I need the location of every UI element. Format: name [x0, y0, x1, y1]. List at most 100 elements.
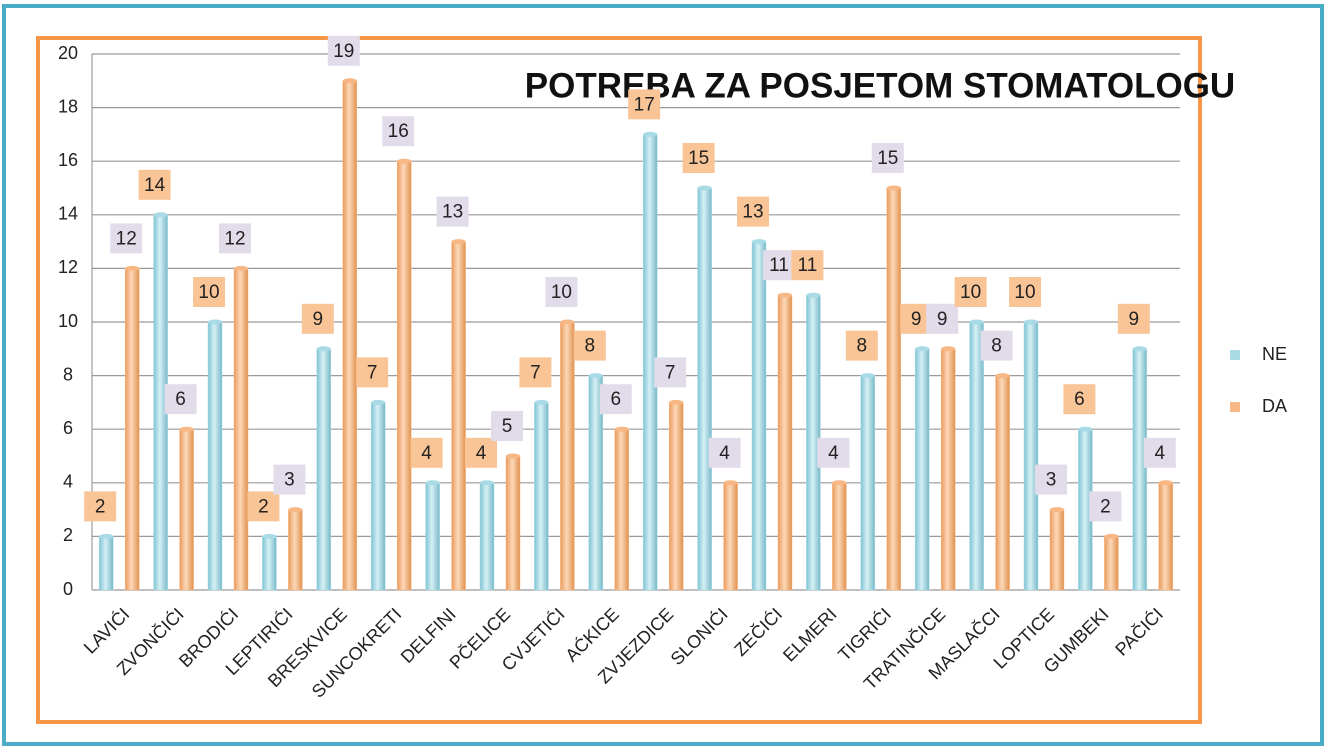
data-label-box [138, 169, 171, 200]
data-label-box [871, 143, 904, 173]
y-tick-label: 18 [58, 96, 78, 116]
data-label-box [1063, 384, 1096, 415]
data-label-box [219, 223, 251, 254]
bar [1104, 536, 1119, 591]
bar [1158, 482, 1174, 591]
data-label-box [682, 143, 715, 173]
y-tick-label: 16 [58, 150, 78, 170]
data-label-box [465, 437, 497, 468]
bar-top [588, 373, 603, 379]
bar [288, 509, 303, 591]
bar-top [941, 346, 956, 352]
bar-top [723, 480, 738, 486]
data-label-box [708, 437, 741, 468]
data-label-box [737, 196, 769, 227]
chart-frame [36, 36, 1202, 724]
data-label: 16 [388, 121, 409, 142]
data-label: 4 [1155, 443, 1166, 464]
bar-top [614, 426, 629, 432]
data-label: 3 [1046, 470, 1057, 491]
bar-top [208, 319, 222, 325]
bar [233, 268, 249, 591]
bar-top [342, 78, 357, 84]
bar [262, 536, 277, 591]
y-tick-label: 12 [58, 257, 78, 277]
bar [697, 187, 712, 591]
data-label-box [980, 330, 1013, 361]
y-tick-label: 2 [63, 525, 73, 545]
bar [969, 321, 984, 591]
data-label: 8 [857, 336, 868, 357]
data-label: 3 [284, 470, 295, 491]
bar-top [397, 158, 412, 164]
data-label-box [628, 89, 661, 120]
data-label-box [519, 357, 552, 388]
y-tick-label: 0 [63, 579, 73, 599]
bar [832, 482, 847, 591]
bar [723, 482, 738, 591]
bar [1132, 348, 1148, 591]
data-label: 13 [742, 202, 763, 223]
bar-top [697, 185, 712, 191]
bar [207, 321, 223, 591]
data-label-box [327, 35, 360, 66]
data-label-box [954, 277, 987, 307]
bar [316, 348, 332, 591]
bar-top [371, 399, 386, 405]
data-label-box [926, 303, 959, 334]
bar [860, 375, 876, 591]
data-label: 15 [688, 148, 709, 169]
data-label: 9 [313, 309, 324, 330]
data-label: 8 [991, 336, 1002, 357]
data-label: 4 [476, 443, 487, 464]
data-label: 12 [224, 228, 245, 249]
data-label: 2 [258, 496, 269, 517]
bar-top [995, 373, 1010, 379]
legend-label: DA [1262, 396, 1287, 416]
data-label-box [410, 437, 443, 468]
bar-top [1104, 533, 1119, 539]
data-label: 10 [551, 282, 572, 303]
data-label: 13 [442, 202, 463, 223]
bar-top [806, 292, 821, 298]
data-label-box [654, 357, 687, 388]
bar [751, 241, 767, 591]
data-label-box [573, 330, 606, 361]
bar-top [125, 265, 140, 271]
data-label: 5 [502, 416, 513, 437]
y-tick-label: 10 [58, 311, 78, 331]
bar-top [480, 480, 494, 486]
data-label-box [491, 411, 523, 441]
data-label-box [1117, 303, 1150, 334]
bar-top [832, 480, 847, 486]
bar [370, 402, 386, 591]
bar [886, 187, 902, 591]
bar-top [425, 480, 440, 486]
data-label-box [273, 464, 306, 495]
x-tick-label: ELMERI [779, 604, 841, 666]
outer-frame [2, 4, 1324, 746]
bar-top [99, 533, 114, 539]
data-label-box [436, 196, 469, 227]
bar-top [778, 292, 792, 298]
data-label-box [110, 223, 143, 254]
data-label-box [1143, 437, 1176, 468]
data-label: 7 [367, 362, 378, 383]
bar-top [506, 453, 520, 459]
bar [534, 402, 549, 591]
bar-top [1078, 426, 1093, 432]
data-label: 15 [877, 148, 898, 169]
data-label-box [1009, 277, 1041, 307]
data-label: 4 [719, 443, 730, 464]
y-tick-label: 6 [63, 418, 73, 438]
y-tick-label: 14 [58, 204, 78, 224]
bar-top [534, 399, 549, 405]
bar-top [915, 346, 930, 352]
data-label: 6 [1074, 389, 1085, 410]
bar [396, 160, 412, 591]
bar [1023, 321, 1039, 591]
data-label: 9 [911, 309, 922, 330]
data-label: 7 [665, 362, 676, 383]
bar [479, 482, 495, 591]
